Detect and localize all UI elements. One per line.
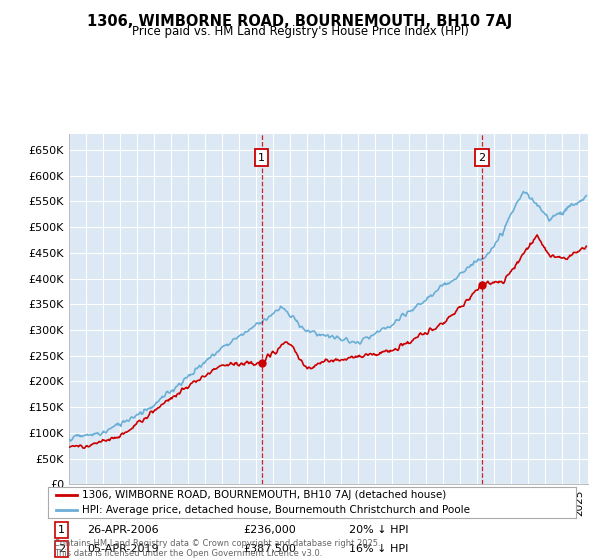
Text: Contains HM Land Registry data © Crown copyright and database right 2025.
This d: Contains HM Land Registry data © Crown c…: [54, 539, 380, 558]
Text: 1306, WIMBORNE ROAD, BOURNEMOUTH, BH10 7AJ: 1306, WIMBORNE ROAD, BOURNEMOUTH, BH10 7…: [88, 14, 512, 29]
Text: Price paid vs. HM Land Registry's House Price Index (HPI): Price paid vs. HM Land Registry's House …: [131, 25, 469, 38]
Text: 2: 2: [58, 544, 65, 554]
Text: 1306, WIMBORNE ROAD, BOURNEMOUTH, BH10 7AJ (detached house): 1306, WIMBORNE ROAD, BOURNEMOUTH, BH10 7…: [82, 490, 446, 500]
Text: HPI: Average price, detached house, Bournemouth Christchurch and Poole: HPI: Average price, detached house, Bour…: [82, 505, 470, 515]
Text: 2: 2: [478, 152, 485, 162]
Text: 05-APR-2019: 05-APR-2019: [88, 544, 159, 554]
Text: 16% ↓ HPI: 16% ↓ HPI: [349, 544, 409, 554]
Text: £387,500: £387,500: [244, 544, 296, 554]
Text: 1: 1: [58, 525, 65, 535]
Text: 26-APR-2006: 26-APR-2006: [88, 525, 159, 535]
Text: £236,000: £236,000: [244, 525, 296, 535]
Text: 20% ↓ HPI: 20% ↓ HPI: [349, 525, 409, 535]
Text: 1: 1: [258, 152, 265, 162]
